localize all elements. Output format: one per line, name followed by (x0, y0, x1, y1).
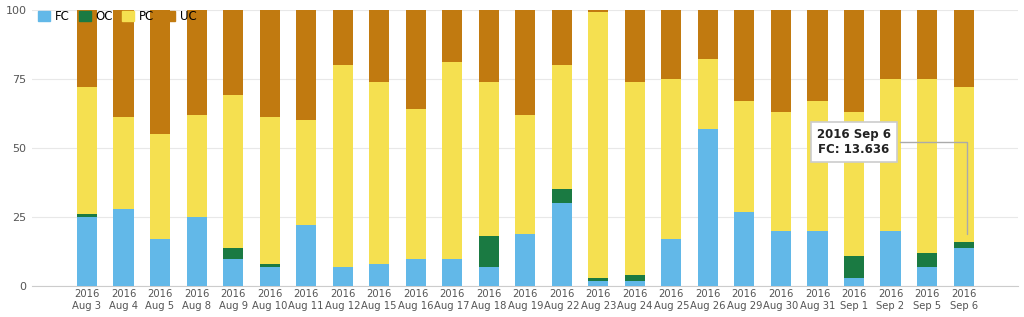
Bar (953, 87, 974, 242)
Bar (588, 12, 608, 278)
Bar (186, 217, 207, 286)
Bar (369, 264, 389, 286)
Bar (77, 214, 97, 217)
Bar (808, 231, 827, 286)
Bar (77, 217, 97, 286)
Bar (150, 134, 170, 239)
Bar (369, 10, 389, 81)
Bar (77, 87, 97, 214)
Bar (588, 10, 608, 12)
Bar (881, 10, 900, 79)
Bar (223, 95, 243, 248)
Bar (771, 112, 791, 231)
Bar (552, 65, 571, 190)
Bar (223, 259, 243, 286)
Bar (296, 10, 316, 120)
Bar (186, 115, 207, 217)
Bar (662, 239, 681, 286)
Bar (734, 101, 755, 211)
Bar (918, 79, 937, 253)
Bar (625, 10, 645, 81)
Bar (296, 120, 316, 225)
Bar (186, 10, 207, 115)
Bar (442, 62, 462, 259)
Bar (844, 10, 864, 112)
Bar (150, 10, 170, 134)
Bar (734, 211, 755, 286)
Bar (844, 278, 864, 286)
Bar (114, 118, 133, 209)
Bar (369, 81, 389, 264)
Bar (296, 225, 316, 286)
Bar (734, 10, 755, 101)
Bar (625, 81, 645, 275)
Bar (697, 128, 718, 286)
Bar (515, 10, 536, 115)
Bar (697, 59, 718, 128)
Bar (662, 10, 681, 79)
Bar (697, 10, 718, 59)
Bar (478, 81, 499, 236)
Bar (625, 281, 645, 286)
Bar (259, 264, 280, 267)
Bar (333, 65, 352, 267)
Bar (588, 278, 608, 281)
Bar (808, 101, 827, 231)
Bar (953, 242, 974, 248)
Bar (771, 10, 791, 112)
Bar (552, 203, 571, 286)
Bar (406, 109, 426, 259)
Bar (918, 10, 937, 79)
Bar (844, 256, 864, 278)
Bar (515, 234, 536, 286)
Bar (662, 79, 681, 239)
Bar (515, 115, 536, 234)
Bar (406, 259, 426, 286)
Bar (881, 231, 900, 286)
Bar (552, 190, 571, 203)
Bar (442, 259, 462, 286)
Bar (953, 10, 974, 87)
Bar (918, 253, 937, 267)
Bar (223, 248, 243, 259)
Bar (114, 209, 133, 286)
Bar (552, 10, 571, 65)
Bar (808, 10, 827, 101)
Bar (918, 267, 937, 286)
Bar (406, 10, 426, 109)
Bar (478, 10, 499, 81)
Bar (881, 79, 900, 231)
Bar (588, 281, 608, 286)
Bar (223, 10, 243, 95)
Legend: FC, OC, PC, UC: FC, OC, PC, UC (38, 10, 197, 23)
Bar (259, 267, 280, 286)
Bar (442, 10, 462, 62)
Bar (114, 10, 133, 118)
Bar (625, 275, 645, 281)
Bar (478, 267, 499, 286)
Bar (771, 231, 791, 286)
Bar (77, 10, 97, 87)
Bar (259, 118, 280, 264)
Bar (333, 267, 352, 286)
Bar (150, 239, 170, 286)
Text: 2016 Sep 6
FC: 13.636: 2016 Sep 6 FC: 13.636 (817, 128, 968, 234)
Bar (844, 112, 864, 256)
Bar (953, 248, 974, 286)
Bar (478, 236, 499, 267)
Bar (259, 10, 280, 118)
Bar (333, 10, 352, 65)
